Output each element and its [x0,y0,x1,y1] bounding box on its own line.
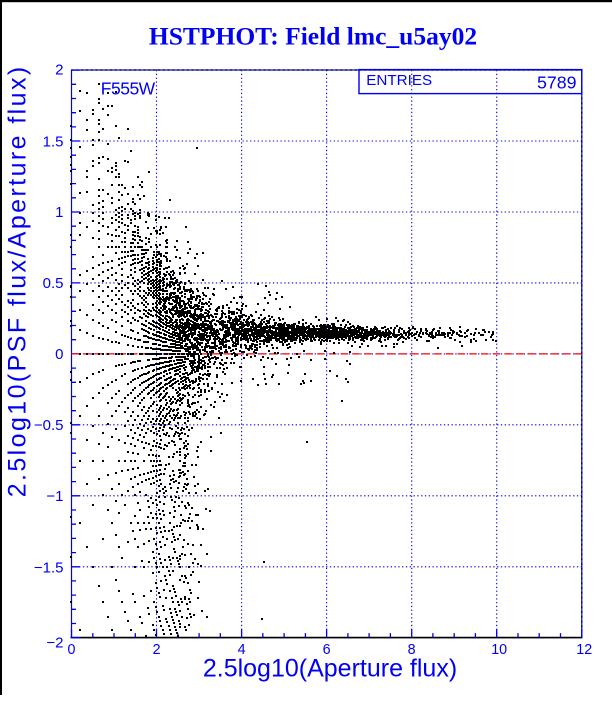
svg-text:8: 8 [408,642,416,658]
svg-text:0.5: 0.5 [43,275,64,292]
svg-text:2.5log10(Aperture flux): 2.5log10(Aperture flux) [203,655,457,683]
svg-text:1: 1 [55,204,63,221]
svg-text:−1: −1 [46,488,63,505]
svg-text:5789: 5789 [537,73,577,93]
svg-text:−0.5: −0.5 [34,417,64,434]
svg-text:12: 12 [576,642,592,658]
svg-text:−1.5: −1.5 [34,559,64,576]
svg-text:0: 0 [68,642,76,658]
svg-text:F555W: F555W [101,79,156,99]
svg-text:−2: −2 [46,635,63,652]
svg-text:10: 10 [491,642,507,658]
svg-text:2: 2 [153,642,161,658]
svg-text:HSTPHOT: Field lmc_u5ay02: HSTPHOT: Field lmc_u5ay02 [149,22,477,51]
svg-text:ENTRIES: ENTRIES [366,72,432,89]
svg-text:2.5log10(PSF flux/Aperture flu: 2.5log10(PSF flux/Aperture flux) [4,67,32,498]
svg-text:4: 4 [238,642,246,658]
svg-text:0: 0 [55,346,63,363]
svg-text:2: 2 [55,61,63,78]
svg-text:6: 6 [323,642,331,658]
svg-text:1.5: 1.5 [43,133,64,150]
